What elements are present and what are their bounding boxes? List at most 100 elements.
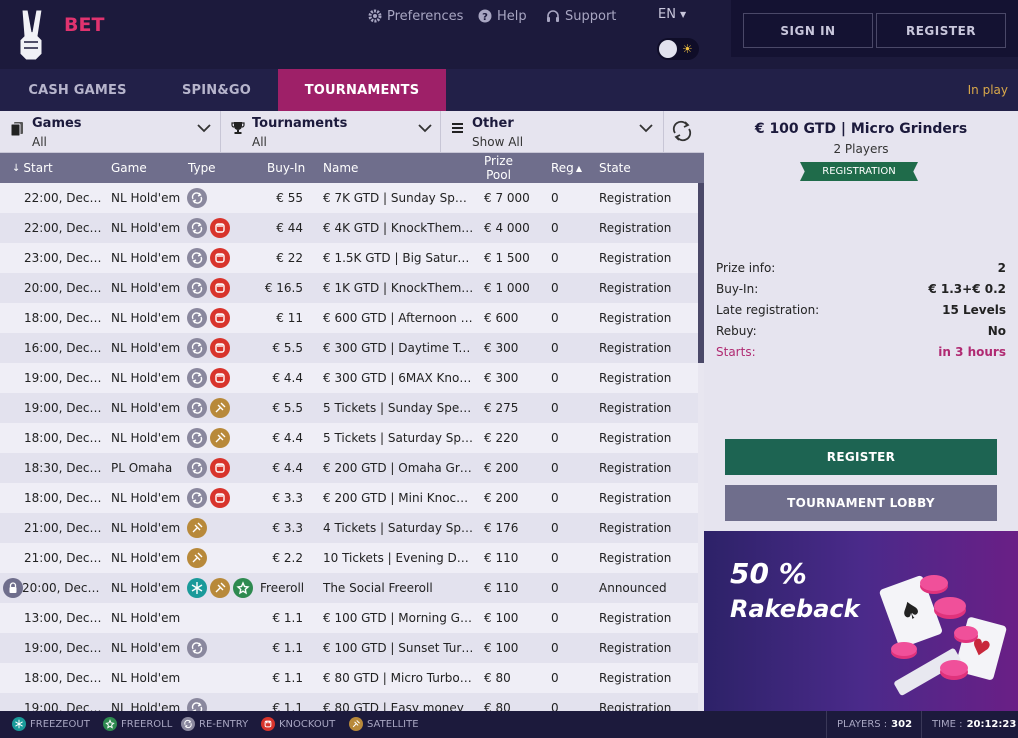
help-link[interactable]: ? Help	[478, 8, 527, 24]
tab-tournaments[interactable]: TOURNAMENTS	[278, 69, 446, 111]
cell-start: 18:00, Dec 09	[24, 671, 104, 685]
table-row[interactable]: 16:00, Dec 09 NL Hold'em € 5.5 € 300 GTD | …	[0, 333, 698, 363]
rakeback-promo-banner[interactable]: 50 % Rakeback ♠ ♥	[704, 531, 1018, 711]
cell-game: NL Hold'em	[111, 371, 181, 385]
cell-buyin: € 5.5	[272, 341, 303, 355]
column-type[interactable]: Type	[188, 161, 216, 175]
svg-text:?: ?	[482, 12, 488, 23]
cell-state: Registration	[599, 641, 672, 655]
cell-reg: 0	[551, 251, 559, 265]
satellite-icon	[187, 548, 207, 568]
legend-reentry: RE-ENTRY	[181, 716, 248, 732]
column-state[interactable]: State	[599, 161, 631, 175]
other-filter[interactable]: Other Show All	[441, 111, 664, 153]
cell-game: NL Hold'em	[111, 581, 181, 595]
cell-game: NL Hold'em	[111, 551, 181, 565]
table-row[interactable]: 20:00, Dec 13 NL Hold'em Freeroll The Socia…	[0, 573, 698, 603]
knockout-icon	[210, 308, 230, 328]
in-play-link[interactable]: In play	[967, 83, 1008, 97]
scrollbar-thumb[interactable]	[698, 183, 704, 363]
cell-type	[187, 398, 230, 418]
table-row[interactable]: 19:00, Dec 09 NL Hold'em € 1.1 € 80 GTD | E…	[0, 693, 698, 711]
cell-prize-pool: € 275	[484, 401, 519, 415]
column-name[interactable]: Name	[323, 161, 359, 175]
preferences-link[interactable]: Preferences	[368, 8, 463, 24]
table-row[interactable]: 18:00, Dec 09 NL Hold'em € 3.3 € 200 GTD | …	[0, 483, 698, 513]
freeroll-icon	[233, 578, 253, 598]
table-row[interactable]: 18:00, Dec 09 NL Hold'em € 11 € 600 GTD | A…	[0, 303, 698, 333]
tab-spin-go[interactable]: SPIN&GO	[181, 82, 252, 98]
table-row[interactable]: 13:00, Dec 09 NL Hold'em € 1.1 € 100 GTD | …	[0, 603, 698, 633]
detail-title: € 100 GTD | Micro Grinders	[754, 121, 968, 137]
chevron-down-icon	[639, 124, 653, 133]
knockout-icon	[210, 218, 230, 238]
cell-type	[187, 518, 207, 538]
table-row[interactable]: 23:00, Dec 12 NL Hold'em € 22 € 1.5K GTD | …	[0, 243, 698, 273]
chevron-down-icon	[418, 124, 432, 133]
reentry-icon	[187, 488, 207, 508]
cell-buyin: € 3.3	[272, 491, 303, 505]
table-row[interactable]: 18:30, Dec 09 PL Omaha € 4.4 € 200 GTD | Om…	[0, 453, 698, 483]
cell-name: € 300 GTD | Daytime Turbo	[323, 341, 474, 355]
table-row[interactable]: 18:00, Dec 09 NL Hold'em € 1.1 € 80 GTD | M…	[0, 663, 698, 693]
cell-buyin: € 5.5	[272, 401, 303, 415]
scrollbar[interactable]	[698, 183, 704, 711]
cell-start: 22:00, Dec 12	[24, 221, 104, 235]
table-row[interactable]: 18:00, Dec 09 NL Hold'em € 4.4 5 Tickets | …	[0, 423, 698, 453]
cell-name: € 300 GTD | 6MAX Knockout	[323, 371, 474, 385]
cell-state: Registration	[599, 191, 672, 205]
cell-reg: 0	[551, 341, 559, 355]
column-buyin[interactable]: Buy-In	[267, 161, 306, 175]
players-online: PLAYERS : 302	[826, 711, 912, 738]
table-row[interactable]: 21:00, Dec 08 NL Hold'em € 3.3 4 Tickets | …	[0, 513, 698, 543]
table-row[interactable]: 19:00, Dec 09 NL Hold'em € 1.1 € 100 GTD | …	[0, 633, 698, 663]
refresh-icon[interactable]	[670, 120, 694, 142]
table-row[interactable]: 20:00, Dec 09 NL Hold'em € 16.5 € 1K GTD | …	[0, 273, 698, 303]
column-game[interactable]: Game	[111, 161, 147, 175]
cell-reg: 0	[551, 461, 559, 475]
cell-game: NL Hold'em	[111, 431, 181, 445]
logo[interactable]: BET	[14, 6, 104, 64]
knockout-icon	[210, 488, 230, 508]
players-value: 302	[891, 719, 913, 730]
detail-info-label: Late registration:	[716, 303, 820, 317]
cell-name: € 80 GTD | Easy money	[323, 701, 464, 711]
tournaments-filter[interactable]: Tournaments All	[221, 111, 441, 153]
cell-start: 18:00, Dec 09	[24, 311, 104, 325]
reentry-icon	[187, 278, 207, 298]
cell-name: € 200 GTD | Mini KnockThemOut	[323, 491, 474, 505]
column-start[interactable]: ↓ Start	[12, 153, 53, 183]
cell-name: 10 Tickets | Evening Deepstack	[323, 551, 474, 565]
column-prize-pool[interactable]: Prize Pool	[484, 153, 513, 183]
column-reg[interactable]: Reg ▲	[551, 153, 582, 183]
cell-game: NL Hold'em	[111, 491, 181, 505]
language-selector[interactable]: EN ▼	[658, 7, 686, 22]
detail-info-label: Buy-In:	[716, 282, 759, 296]
auth-panel: SIGN IN REGISTER	[731, 0, 1018, 57]
table-row[interactable]: 21:00, Dec 08 NL Hold'em € 2.2 10 Tickets |…	[0, 543, 698, 573]
cell-reg: 0	[551, 191, 559, 205]
games-filter[interactable]: Games All	[0, 111, 221, 153]
table-row[interactable]: 22:00, Dec 12 NL Hold'em € 44 € 4K GTD | Kn…	[0, 213, 698, 243]
register-header-button[interactable]: REGISTER	[876, 13, 1006, 48]
victory-hand-icon	[19, 9, 43, 61]
cell-start: 20:00, Dec 09	[24, 281, 104, 295]
sign-in-button[interactable]: SIGN IN	[743, 13, 873, 48]
tournament-lobby-button[interactable]: TOURNAMENT LOBBY	[725, 485, 997, 521]
cell-type	[187, 278, 230, 298]
column-prize-line1: Prize	[484, 154, 513, 168]
cell-state: Registration	[599, 521, 672, 535]
caret-down-icon: ▼	[679, 10, 687, 19]
column-prize-line2: Pool	[486, 168, 511, 182]
table-row[interactable]: 19:00, Dec 09 NL Hold'em € 4.4 € 300 GTD | …	[0, 363, 698, 393]
reentry-icon	[187, 398, 207, 418]
tournament-detail: € 100 GTD | Micro Grinders 2 Players REG…	[704, 111, 1018, 531]
table-row[interactable]: 19:00, Dec 09 NL Hold'em € 5.5 5 Tickets | …	[0, 393, 698, 423]
cell-type	[187, 698, 207, 711]
register-button[interactable]: REGISTER	[725, 439, 997, 475]
legend-label: KNOCKOUT	[279, 718, 336, 730]
support-link[interactable]: Support	[546, 8, 616, 24]
tab-cash-games[interactable]: CASH GAMES	[28, 82, 127, 98]
table-row[interactable]: 22:00, Dec 13 NL Hold'em € 55 € 7K GTD | Su…	[0, 183, 698, 213]
theme-toggle[interactable]: ☀	[657, 38, 699, 60]
